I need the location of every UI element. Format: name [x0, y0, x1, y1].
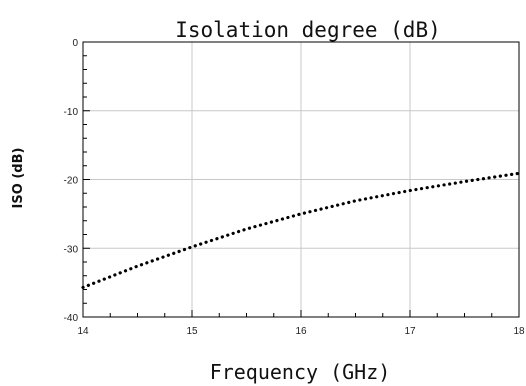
x-tick-label: 17: [404, 326, 416, 337]
x-tick-label: 15: [186, 326, 198, 337]
x-tick-label: 18: [513, 326, 525, 337]
x-tick-label: 16: [295, 326, 307, 337]
y-tick-label: -10: [64, 107, 79, 118]
y-tick-labels: 0 -10 -20 -30 -40: [64, 38, 79, 324]
x-axis-label: Frequency (GHz): [210, 360, 391, 384]
x-tick-label: 14: [77, 326, 89, 337]
y-tick-label: -30: [64, 244, 79, 255]
y-tick-label: 0: [72, 38, 78, 49]
grid: [83, 42, 519, 317]
x-tick-labels: 14 15 16 17 18: [77, 326, 525, 337]
y-tick-label: -20: [64, 176, 79, 187]
chart-title: Isolation degree (dB): [175, 18, 441, 42]
axis-ticks: [82, 41, 520, 318]
y-tick-label: -40: [64, 313, 79, 324]
y-axis-label: ISO (dB): [11, 148, 26, 209]
